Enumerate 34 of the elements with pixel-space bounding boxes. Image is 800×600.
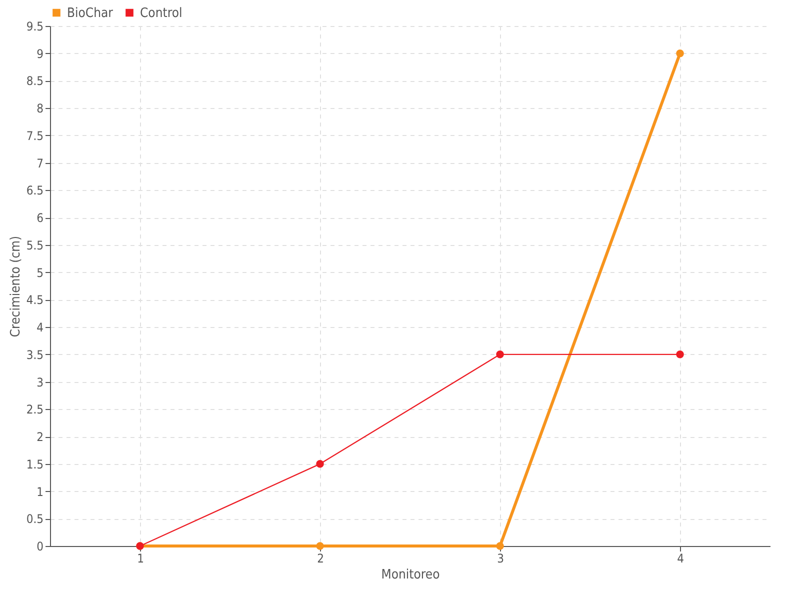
x-axis-title: Monitoreo [381,568,440,582]
y-tick-label: 0 [36,540,44,554]
point [676,50,684,58]
y-tick-label: 6 [36,211,44,226]
point [316,460,324,468]
y-tick-label: 7.5 [26,128,44,143]
x-tick-label: 4 [677,552,684,566]
y-tick-label: 4.5 [26,293,44,308]
y-axis-title: Crecimiento (cm) [8,236,24,338]
legend-label: Control [140,6,182,21]
point [676,350,684,358]
point [316,542,324,550]
y-tick-label: 0.5 [26,512,44,526]
y-tick-label: 8.5 [26,74,44,88]
y-tick-label: 2 [36,430,44,444]
y-tick-label: 4 [36,320,44,335]
y-tick-label: 9 [36,46,44,61]
y-tick-label: 6.5 [26,184,44,198]
legend-label: BioChar [67,6,114,21]
y-tick-label: 7 [36,156,44,170]
y-tick-label: 2.5 [26,402,44,417]
x-tick-label: 1 [137,552,144,566]
x-tick-label: 2 [317,552,324,566]
y-tick-label: 1.5 [26,457,44,472]
y-tick-label: 8 [36,102,44,116]
y-tick-label: 3.5 [26,348,44,362]
y-tick-label: 3 [36,375,44,390]
y-tick-label: 5.5 [26,238,44,252]
y-tick-label: 9.5 [26,20,44,34]
point [496,350,504,358]
y-tick-label: 1 [36,484,44,499]
y-tick-label: 5 [36,266,44,280]
point [496,542,504,550]
x-tick-label: 3 [497,552,504,566]
